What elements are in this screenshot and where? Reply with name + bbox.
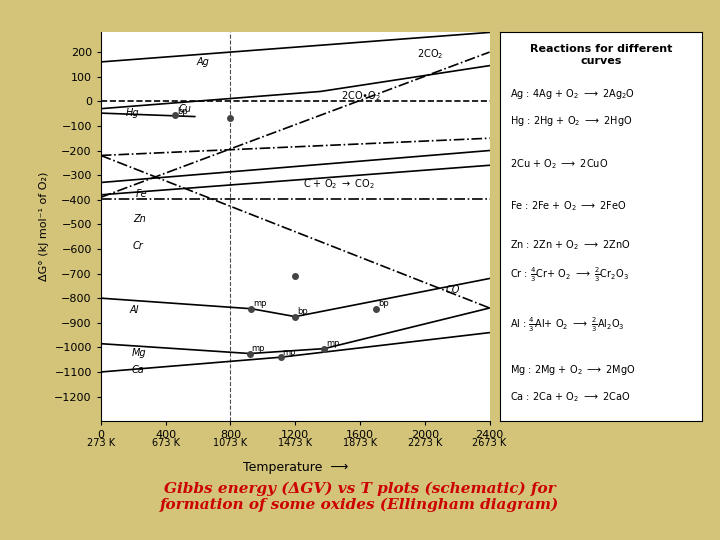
Text: 673 K: 673 K [152,438,179,448]
Text: Zn: Zn [133,214,146,224]
Text: Fe: Fe [135,190,148,199]
Text: 273 K: 273 K [86,438,115,448]
Text: Mg : 2Mg + O$_2$ $\longrightarrow$ 2MgO: Mg : 2Mg + O$_2$ $\longrightarrow$ 2MgO [510,363,636,377]
Text: Fe : 2Fe + O$_2$ $\longrightarrow$ 2FeO: Fe : 2Fe + O$_2$ $\longrightarrow$ 2FeO [510,200,627,213]
Text: 1873 K: 1873 K [343,438,377,448]
Text: Ca: Ca [131,365,144,375]
Text: mp: mp [326,339,340,348]
Text: Reactions for different
curves: Reactions for different curves [530,44,672,66]
Text: C + O$_2$ $\rightarrow$ CO$_2$: C + O$_2$ $\rightarrow$ CO$_2$ [303,177,375,191]
Text: Zn : 2Zn + O$_2$ $\longrightarrow$ 2ZnO: Zn : 2Zn + O$_2$ $\longrightarrow$ 2ZnO [510,239,631,252]
Text: 2673 K: 2673 K [472,438,507,448]
Text: Ca : 2Ca + O$_2$ $\longrightarrow$ 2CaO: Ca : 2Ca + O$_2$ $\longrightarrow$ 2CaO [510,390,631,404]
Text: CO: CO [446,285,460,295]
Text: Cr: Cr [132,241,143,251]
Text: 2CO$\bullet$O$_2$: 2CO$\bullet$O$_2$ [341,89,381,103]
Text: Gibbs energy (ΔGV) vs T plots (schematic) for
formation of some oxides (Ellingha: Gibbs energy (ΔGV) vs T plots (schematic… [161,481,559,512]
Text: 2273 K: 2273 K [408,438,442,448]
Text: bp: bp [297,307,307,316]
Y-axis label: ΔG° (kJ mol⁻¹ of O₂): ΔG° (kJ mol⁻¹ of O₂) [39,172,49,281]
Text: 1073 K: 1073 K [213,438,248,448]
Text: Cr : $\frac{4}{3}$Cr+ O$_2$ $\longrightarrow$ $\frac{2}{3}$Cr$_2$O$_3$: Cr : $\frac{4}{3}$Cr+ O$_2$ $\longrighta… [510,266,629,284]
Text: Ag : 4Ag + O$_2$ $\longrightarrow$ 2Ag$_2$O: Ag : 4Ag + O$_2$ $\longrightarrow$ 2Ag$_… [510,87,636,101]
Text: mp: mp [251,344,265,353]
Text: bp: bp [177,107,188,116]
Text: 1473 K: 1473 K [278,438,312,448]
Text: mp: mp [253,299,266,308]
Text: Al: Al [130,305,140,315]
Text: 2CO$_2$: 2CO$_2$ [417,48,443,62]
Text: Hg: Hg [126,107,140,118]
Text: Mg: Mg [131,348,146,358]
Text: bp: bp [378,299,389,308]
Text: mp: mp [282,348,296,357]
Text: Temperature  ⟶: Temperature ⟶ [243,461,348,474]
Text: Ag: Ag [197,57,210,67]
Text: 2Cu + O$_2$ $\longrightarrow$ 2CuO: 2Cu + O$_2$ $\longrightarrow$ 2CuO [510,157,608,171]
Text: Cu: Cu [179,104,192,113]
Text: Hg : 2Hg + O$_2$ $\longrightarrow$ 2HgO: Hg : 2Hg + O$_2$ $\longrightarrow$ 2HgO [510,114,633,128]
Text: Al : $\frac{4}{3}$Al+ O$_2$ $\longrightarrow$ $\frac{2}{3}$Al$_2$O$_3$: Al : $\frac{4}{3}$Al+ O$_2$ $\longrighta… [510,316,625,334]
